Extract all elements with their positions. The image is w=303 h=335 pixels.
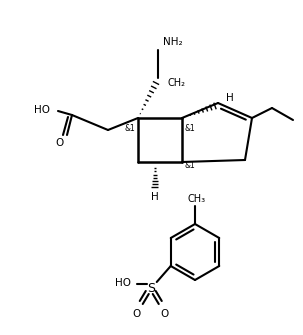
Text: S: S — [147, 281, 155, 294]
Text: O: O — [133, 309, 141, 319]
Text: &1: &1 — [185, 160, 196, 170]
Text: O: O — [55, 138, 63, 148]
Text: NH₂: NH₂ — [163, 37, 183, 47]
Text: HO: HO — [34, 105, 50, 115]
Text: &1: &1 — [124, 124, 135, 133]
Text: CH₃: CH₃ — [188, 194, 206, 204]
Text: CH₂: CH₂ — [168, 78, 186, 88]
Text: &1: &1 — [185, 124, 196, 133]
Text: HO: HO — [115, 278, 131, 288]
Text: H: H — [226, 93, 234, 103]
Text: H: H — [151, 192, 159, 202]
Text: O: O — [161, 309, 169, 319]
